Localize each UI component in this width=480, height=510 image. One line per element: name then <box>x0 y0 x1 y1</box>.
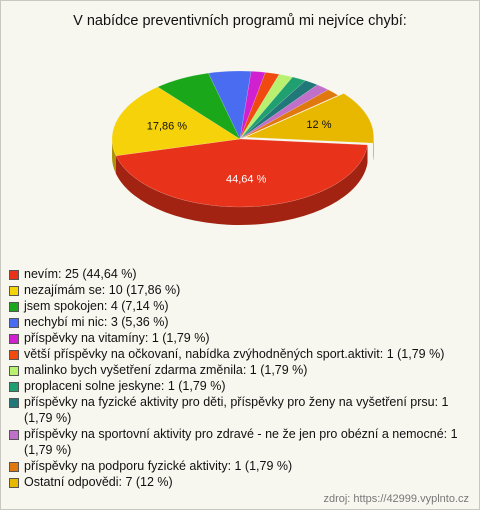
slice-side <box>112 139 116 174</box>
legend-item: příspěvky na fyzické aktivity pro děti, … <box>9 394 471 426</box>
slice <box>208 70 252 140</box>
legend-label: malinko bych vyšetření zdarma změnila: 1… <box>24 363 308 377</box>
legend-label: proplaceni solne jeskyne: 1 (1,79 %) <box>24 379 226 393</box>
legend-label: jsem spokojen: 4 (7,14 %) <box>24 299 169 313</box>
legend-swatch <box>9 270 19 280</box>
legend-label: příspěvky na vitamíny: 1 (1,79 %) <box>24 331 210 345</box>
legend-swatch <box>9 334 19 344</box>
legend-swatch <box>9 478 19 488</box>
slice <box>157 72 241 140</box>
legend-swatch <box>9 318 19 328</box>
legend-label: větší příspěvky na očkovaní, nabídka zvý… <box>24 347 445 361</box>
value-label: 44,64 % <box>226 174 267 186</box>
legend-label: nechybí mi nic: 3 (5,36 %) <box>24 315 169 329</box>
legend-item: Ostatní odpovědi: 7 (12 %) <box>9 474 471 490</box>
slice <box>245 93 374 144</box>
legend-swatch <box>9 366 19 376</box>
legend-swatch <box>9 430 19 440</box>
slice-side <box>115 144 368 225</box>
slice <box>239 76 306 140</box>
legend-swatch <box>9 462 19 472</box>
slice <box>239 72 280 140</box>
legend-item: proplaceni solne jeskyne: 1 (1,79 %) <box>9 378 471 394</box>
legend-item: nechybí mi nic: 3 (5,36 %) <box>9 314 471 330</box>
legend-item: malinko bych vyšetření zdarma změnila: 1… <box>9 362 471 378</box>
legend-label: příspěvky na podporu fyzické aktivity: 1… <box>24 459 293 473</box>
legend-label: příspěvky na sportovní aktivity pro zdra… <box>24 427 458 457</box>
legend-swatch <box>9 350 19 360</box>
legend-item: příspěvky na podporu fyzické aktivity: 1… <box>9 458 471 474</box>
legend-swatch <box>9 302 19 312</box>
chart: V nabídce preventivních programů mi nejv… <box>73 13 407 225</box>
legend: nevím: 25 (44,64 %) nezajímám se: 10 (17,… <box>9 266 471 490</box>
value-label: 12 % <box>306 119 331 131</box>
legend-item: příspěvky na sportovní aktivity pro zdra… <box>9 426 471 458</box>
legend-label: nevím: 25 (44,64 %) <box>24 267 137 281</box>
slice <box>239 70 266 140</box>
slice <box>111 86 241 157</box>
legend-label: příspěvky na fyzické aktivity pro děti, … <box>24 395 449 425</box>
value-label: 17,86 % <box>147 120 188 132</box>
source: zdroj: https://42999.vyplnto.cz <box>323 493 469 505</box>
slice <box>115 138 368 208</box>
slice <box>239 74 294 140</box>
legend-item: nevím: 25 (44,64 %) <box>9 266 471 282</box>
legend-item: větší příspěvky na očkovaní, nabídka zvý… <box>9 346 471 362</box>
legend-item: jsem spokojen: 4 (7,14 %) <box>9 298 471 314</box>
legend-swatch <box>9 382 19 392</box>
slice <box>239 84 329 140</box>
legend-swatch <box>9 286 19 296</box>
legend-label: Ostatní odpovědi: 7 (12 %) <box>24 475 173 489</box>
slice <box>239 89 339 140</box>
legend-item: nezajímám se: 10 (17,86 %) <box>9 282 471 298</box>
legend-swatch <box>9 398 19 408</box>
slice <box>239 80 318 140</box>
legend-label: nezajímám se: 10 (17,86 %) <box>24 283 181 297</box>
chart-title: V nabídce preventivních programů mi nejv… <box>73 13 407 29</box>
legend-item: příspěvky na vitamíny: 1 (1,79 %) <box>9 330 471 346</box>
